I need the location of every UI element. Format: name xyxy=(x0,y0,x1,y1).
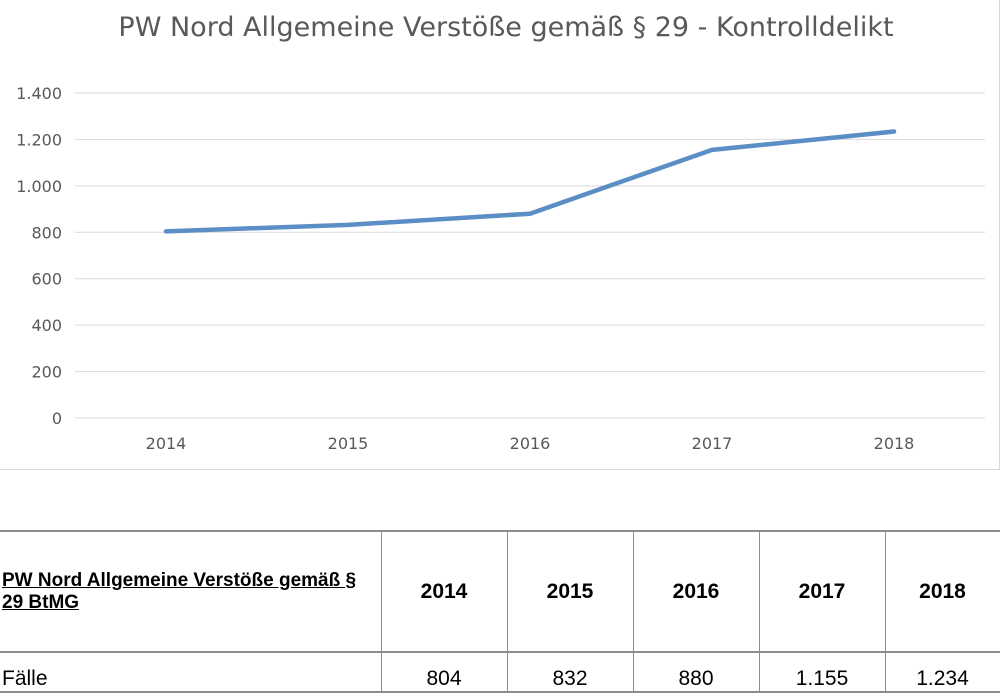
table-header-year: 2014 xyxy=(380,530,508,653)
table-header-year: 2016 xyxy=(632,530,760,653)
table-row: Fälle 804 832 880 1.155 1.234 xyxy=(0,651,1000,693)
x-tick-label: 2015 xyxy=(328,434,369,453)
x-tick-label: 2018 xyxy=(874,434,915,453)
table-row-label: Fälle xyxy=(0,651,382,693)
y-tick-label: 600 xyxy=(31,270,62,289)
y-tick-label: 400 xyxy=(31,316,62,335)
data-table: PW Nord Allgemeine Verstöße gemäß § 29 B… xyxy=(0,530,1000,693)
x-tick-label: 2017 xyxy=(692,434,733,453)
table-header-row: PW Nord Allgemeine Verstöße gemäß § 29 B… xyxy=(0,530,1000,653)
y-tick-label: 200 xyxy=(31,363,62,382)
table-cell: 804 xyxy=(380,651,508,693)
table-header-label: PW Nord Allgemeine Verstöße gemäß § 29 B… xyxy=(0,530,382,653)
table-header-year: 2017 xyxy=(758,530,886,653)
table-header-year: 2015 xyxy=(506,530,634,653)
table-cell: 1.155 xyxy=(758,651,886,693)
table-cell: 832 xyxy=(506,651,634,693)
chart-title: PW Nord Allgemeine Verstöße gemäß § 29 -… xyxy=(118,12,893,43)
table-cell: 1.234 xyxy=(884,651,1000,693)
x-tick-label: 2014 xyxy=(146,434,187,453)
y-tick-label: 800 xyxy=(31,223,62,242)
series-line xyxy=(163,129,897,234)
y-tick-label: 1.200 xyxy=(16,130,62,149)
y-tick-label: 0 xyxy=(52,409,62,428)
line-chart: PW Nord Allgemeine Verstöße gemäß § 29 -… xyxy=(0,0,1000,470)
table-cell: 880 xyxy=(632,651,760,693)
y-tick-label: 1.400 xyxy=(16,84,62,103)
x-tick-label: 2016 xyxy=(510,434,551,453)
y-tick-label: 1.000 xyxy=(16,177,62,196)
chart-canvas: PW Nord Allgemeine Verstöße gemäß § 29 -… xyxy=(16,12,985,453)
table-header-year: 2018 xyxy=(884,530,1000,653)
